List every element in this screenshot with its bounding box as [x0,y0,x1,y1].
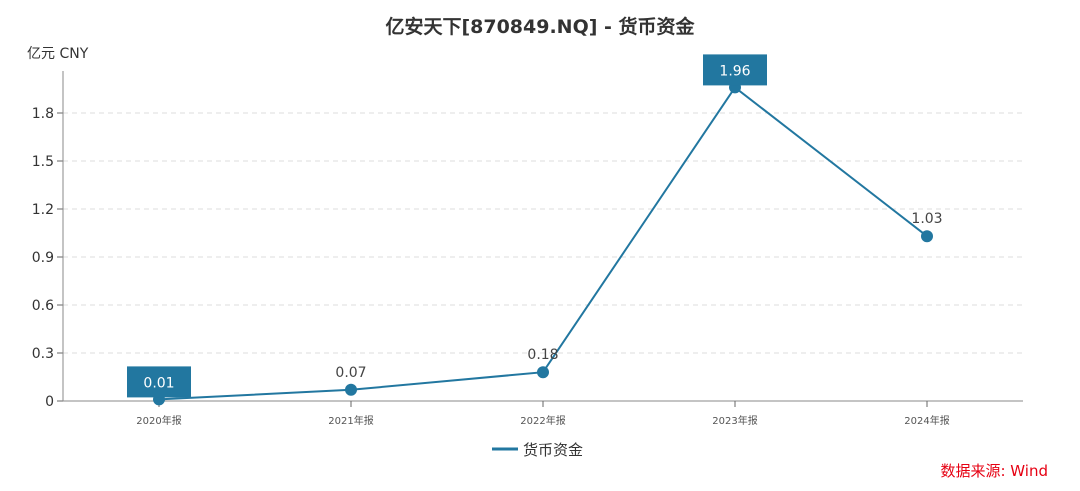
y-tick-label: 1.8 [32,106,54,122]
y-tick-label: 0.3 [32,346,54,362]
x-tick-label: 2024年报 [904,414,949,427]
legend-label: 货币资金 [523,441,583,459]
chart-title: 亿安天下[870849.NQ] - 货币资金 [385,16,695,38]
data-label: 1.96 [719,63,750,79]
x-tick-label: 2022年报 [520,414,565,427]
data-label: 1.03 [911,211,942,227]
x-tick-label: 2023年报 [712,414,757,427]
y-tick-label: 0.6 [32,298,54,314]
y-axis-unit-label: 亿元 CNY [27,46,89,62]
y-tick-label: 1.5 [32,154,54,170]
data-point [537,366,549,379]
y-tick-label: 1.2 [32,202,54,218]
data-label: 0.18 [527,347,558,363]
highlight-label-box [127,366,191,398]
data-point [921,230,933,243]
y-tick-label: 0.9 [32,250,54,266]
data-point [345,383,357,396]
highlight-label-box [703,54,767,86]
x-tick-label: 2020年报 [136,414,181,427]
data-source: 数据来源: Wind [940,462,1048,480]
y-tick-label: 0 [45,394,54,410]
data-label: 0.01 [143,375,174,391]
x-tick-label: 2021年报 [328,414,373,427]
data-label: 0.07 [335,365,366,381]
